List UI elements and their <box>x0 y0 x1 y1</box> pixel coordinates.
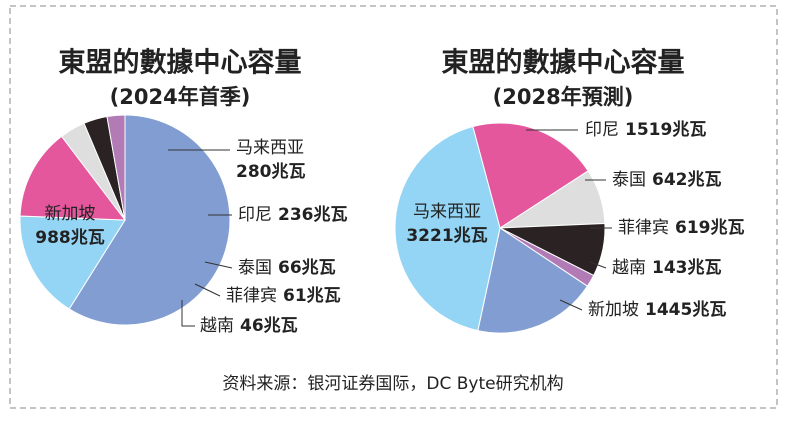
slice-label: 泰国 <box>238 258 272 278</box>
value-label: 143兆瓦 <box>652 258 722 278</box>
leader-line <box>204 261 233 269</box>
pie-slice <box>106 114 126 221</box>
value-label: 988兆瓦 <box>35 228 105 248</box>
slice-label: 越南 <box>612 258 646 278</box>
slice-label: 菲律宾 <box>618 218 669 238</box>
source: 资料来源：银河证券国际，DC Byte研究机构 <box>222 374 563 394</box>
pie-slice <box>19 135 127 221</box>
pie-slice <box>477 227 589 334</box>
pie-slice <box>68 114 231 326</box>
leader-line <box>559 299 583 311</box>
border <box>9 5 778 409</box>
value-label: 1445兆瓦 <box>645 300 726 320</box>
chart-subtitle: (2028年預測) <box>493 85 634 109</box>
value-label: 236兆瓦 <box>278 205 348 225</box>
slice-label: 马来西亚 <box>413 202 481 222</box>
value-label: 3221兆瓦 <box>406 226 487 246</box>
value-label: 1519兆瓦 <box>625 120 706 140</box>
slice-label-group: 菲律宾 619兆瓦 <box>618 218 745 238</box>
value-label: 46兆瓦 <box>240 316 298 336</box>
slice-label-group: 新加坡 1445兆瓦 <box>588 300 726 320</box>
slice-label-group: 菲律宾 61兆瓦 <box>226 286 341 306</box>
slice-label: 越南 <box>200 316 234 336</box>
leader-line <box>589 261 607 269</box>
slice-label-group: 越南 46兆瓦 <box>200 316 298 336</box>
slice-label-group: 泰国 642兆瓦 <box>612 170 722 190</box>
pie-slice <box>19 215 126 310</box>
slice-label-group: 印尼 236兆瓦 <box>238 205 348 225</box>
slice-label: 印尼 <box>585 120 619 140</box>
leader-line <box>181 300 195 327</box>
value-label: 642兆瓦 <box>652 170 722 190</box>
chart-title: 東盟的數據中心容量 <box>59 47 302 79</box>
pie-slice <box>394 125 501 332</box>
value-label: 619兆瓦 <box>675 218 745 238</box>
slice-label: 新加坡 <box>45 204 96 224</box>
slice-label: 菲律宾 <box>226 286 277 306</box>
value-label: 61兆瓦 <box>283 286 341 306</box>
slice-label-group: 越南 143兆瓦 <box>612 258 722 278</box>
slice-label: 新加坡 <box>588 300 639 320</box>
slice-label-group: 泰国 66兆瓦 <box>238 258 336 278</box>
chart-subtitle: (2024年首季) <box>110 85 251 109</box>
chart-title: 東盟的數據中心容量 <box>442 47 685 79</box>
slice-label: 泰国 <box>612 170 646 190</box>
value-label: 280兆瓦 <box>236 162 306 182</box>
leader-line <box>194 283 221 297</box>
slice-label-group: 印尼 1519兆瓦 <box>585 120 706 140</box>
slice-label: 印尼 <box>238 205 272 225</box>
value-label: 66兆瓦 <box>278 258 336 278</box>
slice-label: 马来西亚 <box>236 138 304 158</box>
